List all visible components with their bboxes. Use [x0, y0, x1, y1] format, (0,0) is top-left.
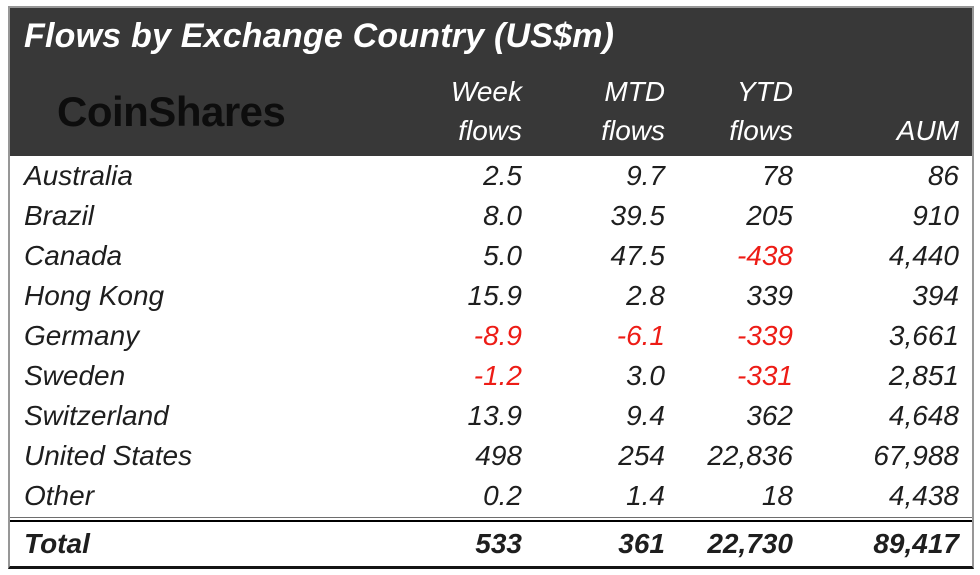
total-aum-cell: 89,417	[873, 528, 959, 559]
week-cell: 5.0	[483, 240, 522, 271]
page-title: Flows by Exchange Country (US$m)	[24, 17, 615, 55]
aum-cell: 86	[927, 160, 959, 191]
week-cell: 0.2	[483, 480, 522, 511]
column-header-line1: MTD	[604, 76, 665, 108]
table-row: United States 498 254 22,836 67,988	[10, 436, 972, 476]
table-row: Hong Kong 15.9 2.8 339 394	[10, 276, 972, 316]
week-cell: -1.2	[473, 360, 522, 391]
aum-cell: 394	[912, 280, 959, 311]
total-row: Total 533 361 22,730 89,417	[10, 520, 972, 566]
column-header-line1: Week	[450, 76, 522, 108]
table-row: Other 0.2 1.4 18 4,438	[10, 476, 972, 516]
mtd-cell: 254	[618, 440, 665, 471]
table-row: Brazil 8.0 39.5 205 910	[10, 196, 972, 236]
mtd-cell: -6.1	[616, 320, 665, 351]
week-cell: 13.9	[467, 400, 523, 431]
mtd-cell: 2.8	[626, 280, 665, 311]
table-row: Switzerland 13.9 9.4 362 4,648	[10, 396, 972, 436]
total-week-cell: 533	[475, 528, 522, 559]
week-cell: 498	[475, 440, 522, 471]
column-header-line2: flows	[729, 114, 793, 146]
coinshares-logo: CoinShares	[57, 88, 286, 135]
ytd-cell: -438	[736, 240, 793, 271]
table-row: Australia 2.5 9.7 78 86	[10, 156, 972, 196]
column-header-line2: flows	[458, 114, 522, 146]
brand-logo-cell: CoinShares	[24, 88, 382, 148]
country-cell: Australia	[24, 160, 133, 191]
column-header-mtd-flows: MTD flows	[522, 77, 665, 148]
aum-cell: 4,440	[888, 240, 959, 271]
mtd-cell: 9.4	[626, 400, 665, 431]
aum-cell: 67,988	[873, 440, 959, 471]
aum-cell: 2,851	[888, 360, 959, 391]
aum-cell: 3,661	[888, 320, 959, 351]
column-header-ytd-flows: YTD flows	[665, 77, 793, 148]
week-cell: 15.9	[467, 280, 523, 311]
country-cell: Germany	[24, 320, 140, 351]
column-header-row: CoinShares Week flows MTD flows YTD flow…	[24, 60, 959, 148]
total-ytd-cell: 22,730	[707, 528, 793, 559]
column-header-line2: AUM	[896, 114, 959, 146]
country-cell: Brazil	[24, 200, 95, 231]
ytd-cell: -331	[736, 360, 793, 391]
ytd-cell: 362	[746, 400, 793, 431]
aum-cell: 4,648	[888, 400, 959, 431]
ytd-cell: 78	[761, 160, 793, 191]
column-header-line2: flows	[601, 114, 665, 146]
country-cell: United States	[24, 440, 193, 471]
mtd-cell: 3.0	[626, 360, 665, 391]
mtd-cell: 9.7	[626, 160, 665, 191]
mtd-cell: 1.4	[626, 480, 665, 511]
total-mtd-cell: 361	[618, 528, 665, 559]
table-header: Flows by Exchange Country (US$m) CoinSha…	[10, 8, 972, 156]
ytd-cell: 18	[761, 480, 793, 511]
country-cell: Canada	[24, 240, 123, 271]
aum-cell: 910	[912, 200, 959, 231]
ytd-cell: 339	[746, 280, 793, 311]
total-separator	[10, 517, 972, 520]
table-row: Germany -8.9 -6.1 -339 3,661	[10, 316, 972, 356]
ytd-cell: -339	[736, 320, 793, 351]
country-cell: Switzerland	[24, 400, 169, 431]
table-row: Canada 5.0 47.5 -438 4,440	[10, 236, 972, 276]
total-label: Total	[24, 528, 90, 559]
week-cell: 2.5	[483, 160, 522, 191]
country-cell: Hong Kong	[24, 280, 165, 311]
column-header-line1: YTD	[737, 76, 793, 108]
ytd-cell: 205	[746, 200, 793, 231]
column-header-aum: AUM	[793, 107, 959, 148]
week-cell: -8.9	[473, 320, 522, 351]
mtd-cell: 47.5	[610, 240, 666, 271]
flows-table: Flows by Exchange Country (US$m) CoinSha…	[8, 6, 974, 569]
table-body: Australia 2.5 9.7 78 86 Brazil 8.0 39.5 …	[10, 156, 972, 516]
mtd-cell: 39.5	[610, 200, 666, 231]
table-row: Sweden -1.2 3.0 -331 2,851	[10, 356, 972, 396]
column-header-week-flows: Week flows	[382, 77, 522, 148]
ytd-cell: 22,836	[707, 440, 793, 471]
week-cell: 8.0	[483, 200, 522, 231]
aum-cell: 4,438	[888, 480, 959, 511]
country-cell: Other	[24, 480, 95, 511]
country-cell: Sweden	[24, 360, 126, 391]
